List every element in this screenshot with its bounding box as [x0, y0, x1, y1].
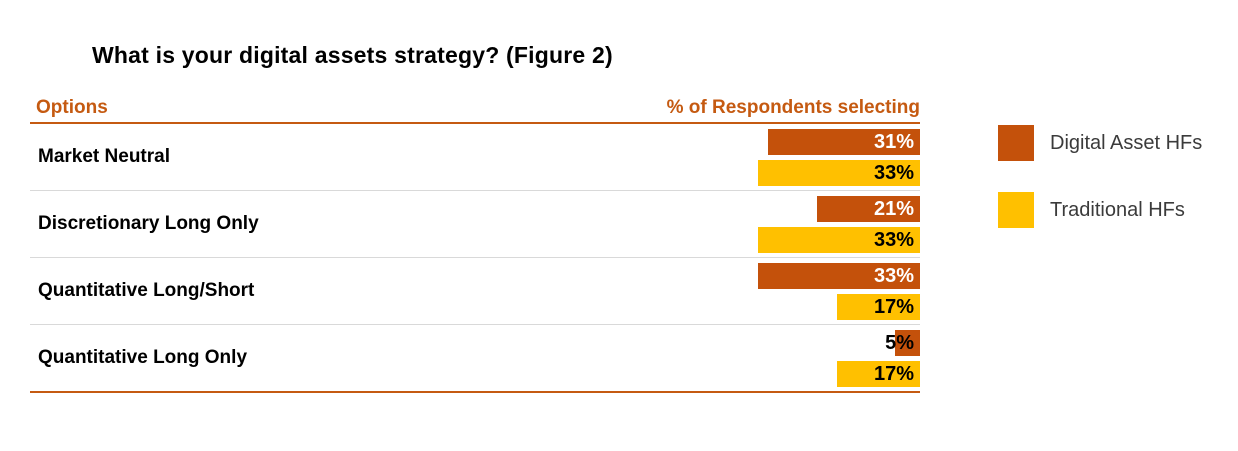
bar-traditional-hfs-market-neutral: [758, 160, 920, 186]
legend-swatch-digital-asset-hfs-icon: [998, 125, 1034, 161]
category-label-discretionary-long-only: Discretionary Long Only: [38, 213, 259, 234]
bar-value-label: 5%: [885, 332, 914, 354]
bar-line: 33%: [30, 263, 920, 289]
chart-row: Market Neutral 31% 33%: [30, 124, 920, 191]
bar-value-label: 33%: [873, 265, 914, 287]
bar-traditional-hfs-quantitative-long-short: [837, 294, 920, 320]
category-label-quantitative-long-only: Quantitative Long Only: [38, 347, 248, 368]
chart-row: Quantitative Long Only 5% 17%: [30, 325, 920, 393]
bar-value-label: 17%: [873, 363, 914, 385]
bar-value-label: 33%: [873, 229, 914, 251]
legend-label-traditional-hfs: Traditional HFs: [1050, 198, 1185, 221]
respondents-column-header: % of Respondents selecting: [666, 97, 920, 118]
bar-value-label: 17%: [873, 296, 914, 318]
bar-digital-asset-hfs-market-neutral: [768, 129, 920, 155]
legend-swatch-traditional-hfs-icon: [998, 192, 1034, 228]
bar-value-label: 21%: [873, 198, 914, 220]
bar-traditional-hfs-discretionary-long-only: [758, 227, 920, 253]
chart-row: Quantitative Long/Short 33% 17%: [30, 258, 920, 325]
chart-legend: Digital Asset HFs Traditional HFs: [998, 125, 1202, 259]
bar-line: 33%: [30, 160, 920, 186]
bar-pair: 31% 33%: [30, 129, 920, 186]
bar-digital-asset-hfs-discretionary-long-only: [817, 196, 920, 222]
bar-line: 31%: [30, 129, 920, 155]
bar-value-label: 31%: [873, 131, 914, 153]
bar-digital-asset-hfs-quantitative-long-short: [758, 263, 920, 289]
options-column-header: Options: [36, 97, 108, 118]
bar-traditional-hfs-quantitative-long-only: [837, 361, 920, 387]
category-label-quantitative-long-short: Quantitative Long/Short: [38, 280, 255, 301]
bar-line: 17%: [30, 361, 920, 387]
chart-row: Discretionary Long Only 21% 33%: [30, 191, 920, 258]
bar-line: 5%: [30, 330, 920, 356]
bar-pair: 21% 33%: [30, 196, 920, 253]
legend-item: Digital Asset HFs: [998, 125, 1202, 161]
bar-value-label: 33%: [873, 162, 914, 184]
table-header: Options % of Respondents selecting: [30, 96, 920, 124]
bar-line: 17%: [30, 294, 920, 320]
bar-pair: 5% 17%: [30, 330, 920, 387]
legend-item: Traditional HFs: [998, 192, 1202, 228]
category-label-market-neutral: Market Neutral: [38, 146, 170, 167]
legend-label-digital-asset-hfs: Digital Asset HFs: [1050, 131, 1203, 154]
bar-line: 33%: [30, 227, 920, 253]
bar-line: 21%: [30, 196, 920, 222]
page-title: What is your digital assets strategy? (F…: [92, 42, 613, 68]
bar-digital-asset-hfs-quantitative-long-only: [895, 330, 920, 356]
bar-pair: 33% 17%: [30, 263, 920, 320]
chart-rows: Market Neutral 31% 33% Discretionary Lon…: [30, 124, 920, 393]
